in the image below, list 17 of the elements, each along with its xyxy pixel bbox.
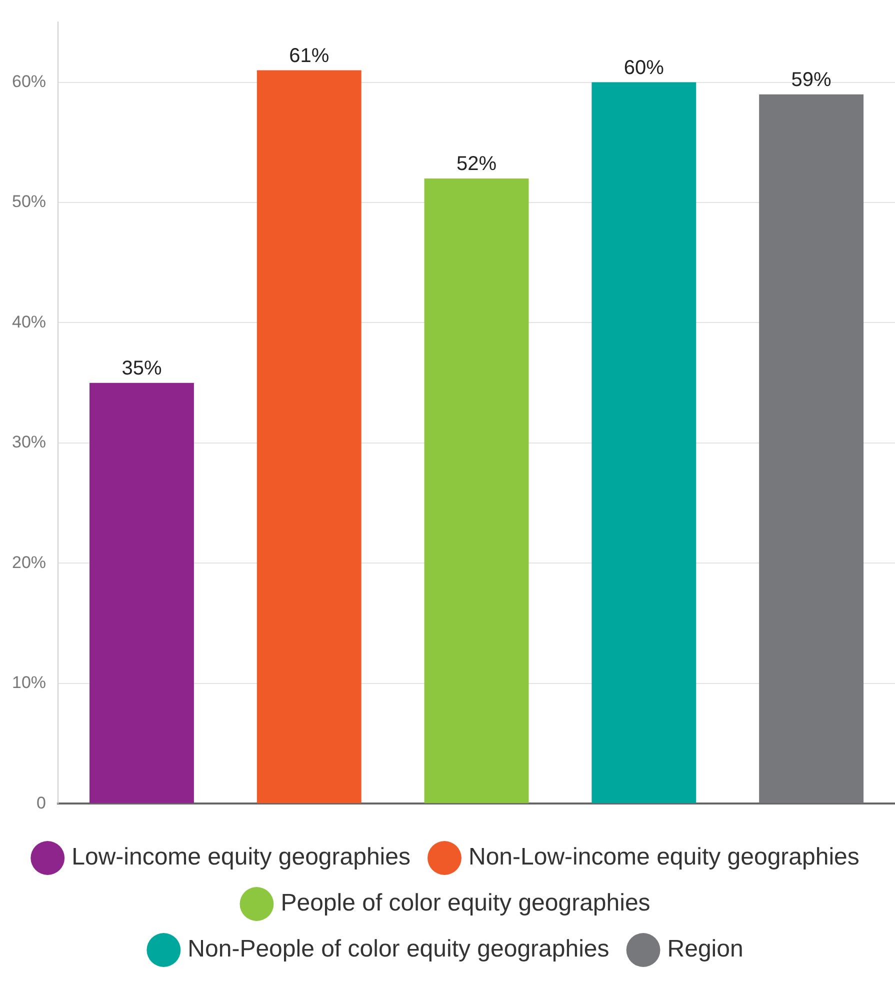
y-tick-label: 20%: [12, 552, 46, 572]
legend-label: People of color equity geographies: [280, 890, 650, 917]
y-tick-label: 40%: [12, 312, 46, 332]
y-tick-label: 10%: [12, 673, 46, 692]
data-label: 52%: [456, 152, 497, 175]
y-tick-label: 30%: [12, 432, 46, 452]
legend-label: Low-income equity geographies: [72, 844, 410, 871]
y-tick-label: 60%: [12, 72, 46, 91]
data-label: 59%: [791, 68, 832, 91]
y-tick-label: 50%: [12, 192, 46, 212]
data-label: 60%: [624, 56, 664, 79]
data-label: 61%: [289, 44, 330, 67]
legend-label: Non-People of color equity geographies: [188, 936, 610, 963]
legend-label: Non-Low-income equity geographies: [468, 844, 860, 871]
legend-label: Region: [667, 936, 744, 963]
y-tick-label: 0: [36, 793, 46, 812]
data-label: 35%: [122, 357, 162, 380]
